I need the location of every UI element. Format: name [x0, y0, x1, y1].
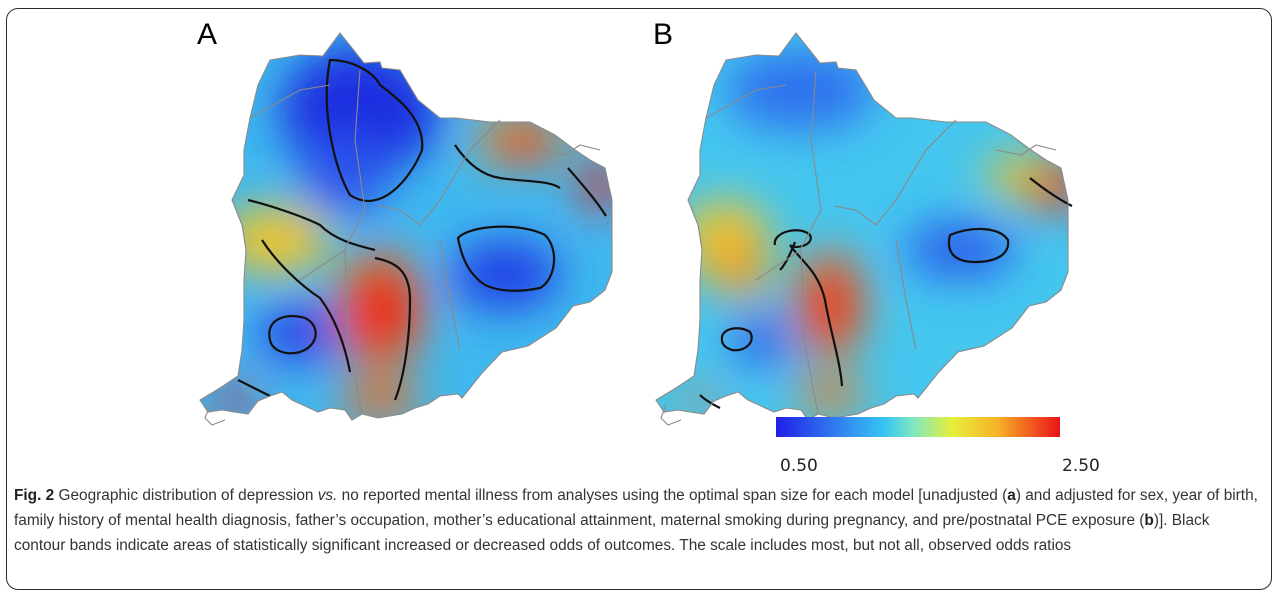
- caption-text-2: no reported mental illness from analyses…: [337, 487, 1008, 504]
- caption-ref-b: b: [1144, 512, 1154, 529]
- caption-text-1: Geographic distribution of depression: [54, 487, 318, 504]
- panel-label-a: A: [197, 18, 218, 51]
- scale-max-label: 2.50: [1062, 456, 1100, 476]
- caption-text-4: )]. Black contour bands indicate areas o…: [14, 512, 1210, 554]
- caption-text-3: ) and adjusted for sex, year of birth, f…: [14, 487, 1258, 529]
- figure-frame: [6, 8, 1272, 590]
- map-panel-a: [199, 32, 613, 426]
- caption-vs: vs.: [317, 487, 338, 504]
- panel-label-b: B: [653, 18, 674, 51]
- figure-caption: Fig. 2 Geographic distribution of depres…: [14, 483, 1264, 558]
- map-panel-b: [655, 32, 1073, 426]
- figure-label: Fig. 2: [14, 487, 55, 504]
- color-scale-bar: [776, 417, 1060, 437]
- scale-min-label: 0.50: [780, 456, 818, 476]
- caption-ref-a: a: [1007, 487, 1016, 504]
